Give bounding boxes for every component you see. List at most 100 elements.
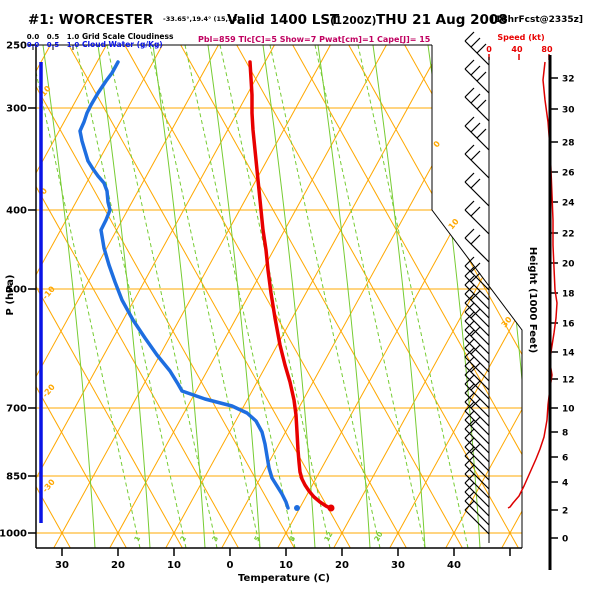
wind-barb-feather xyxy=(464,500,475,511)
mixing-ratio-label: 5 xyxy=(253,535,262,543)
wind-barb-feather xyxy=(464,228,475,239)
height-tick-label: 14 xyxy=(562,349,575,359)
wind-barb-feather xyxy=(464,266,475,277)
isotherm-line xyxy=(277,45,522,548)
wind-barb-feather xyxy=(470,150,481,161)
height-tick-label: 28 xyxy=(562,139,575,149)
wind-barb-staff xyxy=(464,284,490,310)
isotherm-edge-label: 0 xyxy=(39,186,50,196)
wind-barb-feather xyxy=(476,71,487,82)
wind-barb-staff xyxy=(464,401,490,427)
wind-barb-feather xyxy=(464,200,475,211)
height-tick-label: 32 xyxy=(562,75,575,85)
cloudwater-caption: Cloud Water (g/Kg) xyxy=(82,40,163,49)
wind-barb-staff xyxy=(464,320,490,346)
valid-time: Valid 1400 LST xyxy=(227,12,340,28)
speed-tick-40: 40 xyxy=(511,45,523,54)
temperature-axis: 30 20 10 0 10 20 30 40 xyxy=(55,548,511,571)
wind-barb-feather xyxy=(470,290,481,301)
station-title: #1: WORCESTER xyxy=(28,12,154,28)
temp-tick-label: 20 xyxy=(111,560,125,571)
wind-barb-staff xyxy=(464,356,490,382)
height-tick-label: 30 xyxy=(562,106,575,116)
wind-barb-feather xyxy=(464,116,475,127)
height-tick-label: 18 xyxy=(562,290,575,300)
mixing-ratio-line xyxy=(314,45,426,548)
temp-tick-label: 10 xyxy=(167,560,181,571)
wind-barb-feather xyxy=(470,234,481,245)
mixing-ratio-label: 12 xyxy=(323,530,335,543)
mixing-ratio-line xyxy=(75,45,187,548)
wind-barb-staff xyxy=(464,383,490,409)
sounding-curves xyxy=(39,60,558,523)
wind-barb-staff xyxy=(464,237,490,263)
pressure-tick-label: 400 xyxy=(6,206,27,217)
wind-barb-feather xyxy=(470,272,481,283)
dry-adiabat-line xyxy=(68,45,351,548)
height-tick-label: 12 xyxy=(562,376,575,386)
wind-barb-feather xyxy=(464,401,475,412)
wind-barb-feather xyxy=(464,428,475,439)
isotherm-line xyxy=(36,45,275,548)
wind-barb-staff xyxy=(464,455,490,481)
wind-barb-feather xyxy=(464,437,475,448)
dry-adiabat-line xyxy=(36,45,127,548)
wind-barb-feather xyxy=(470,93,481,104)
dry-adiabat-line xyxy=(292,45,522,548)
height-tick-label: 6 xyxy=(562,454,568,464)
wind-barb-feather xyxy=(470,398,481,409)
mixing-ratio-labels: 1 2 3 5 8 12 20 xyxy=(133,530,385,543)
wind-barb-staff xyxy=(464,491,490,517)
wind-barb-staff xyxy=(464,500,490,526)
wind-barb-feather xyxy=(470,65,481,76)
mixing-ratio-line xyxy=(357,45,469,548)
height-tick-label: 10 xyxy=(562,405,575,415)
wind-barb-feather xyxy=(464,482,475,493)
temp-tick-label: 40 xyxy=(447,560,461,571)
speed-tick-80: 80 xyxy=(541,45,553,54)
wind-barb-staff xyxy=(464,338,490,364)
cloudwater-tick-1: 0.5 xyxy=(47,41,60,49)
height-tick-label: 20 xyxy=(562,260,575,270)
temp-tick-label: 10 xyxy=(279,560,293,571)
isotherm-line xyxy=(389,45,522,548)
speed-axis-label: Speed (kt) xyxy=(497,33,544,42)
temperature-trace xyxy=(248,60,330,509)
wind-barb-feather xyxy=(464,446,475,457)
mixing-ratio-line xyxy=(149,45,261,548)
wind-barb-staff xyxy=(464,329,490,355)
height-tick-label: 0 xyxy=(562,535,568,545)
wind-barb-feather xyxy=(470,416,481,427)
wind-barb-feather xyxy=(464,392,475,403)
height-tick-label: 2 xyxy=(562,507,568,517)
speed-axis: Speed (kt) 0 40 80 xyxy=(486,33,553,60)
wind-barb-feather xyxy=(464,87,475,98)
dry-adiabat-line xyxy=(36,45,183,548)
pressure-axis: 250 300 400 500 700 850 1000 xyxy=(0,41,36,540)
cloudwater-tick-2: 1.0 xyxy=(67,41,80,49)
height-tick-label: 22 xyxy=(562,230,575,240)
cloudiness-tick-2: 1.0 xyxy=(67,33,80,41)
wind-barb-feather xyxy=(464,347,475,358)
pressure-tick-label: 850 xyxy=(6,472,27,483)
wind-barb-feather xyxy=(464,31,475,42)
wind-barbs xyxy=(464,31,490,535)
pressure-tick-label: 250 xyxy=(6,41,27,52)
temp-tick-label: 20 xyxy=(335,560,349,571)
height-tick-label: 8 xyxy=(562,429,568,439)
wind-barb-feather xyxy=(464,464,475,475)
wind-barb-feather xyxy=(464,455,475,466)
pressure-tick-label: 500 xyxy=(6,285,27,296)
wind-barb-feather xyxy=(464,293,475,304)
wind-barb-feather xyxy=(464,302,475,313)
height-tick-label: 16 xyxy=(562,320,575,330)
isotherm-line xyxy=(53,45,331,548)
isotherm-line xyxy=(36,45,163,548)
dry-adiabat-line xyxy=(124,45,407,548)
dry-adiabat-line xyxy=(236,45,519,548)
dewpoint-trace xyxy=(78,60,290,510)
cloudiness-scale: 0.0 0.5 1.0 Grid Scale Cloudiness xyxy=(27,32,174,50)
wind-barb-feather xyxy=(470,344,481,355)
